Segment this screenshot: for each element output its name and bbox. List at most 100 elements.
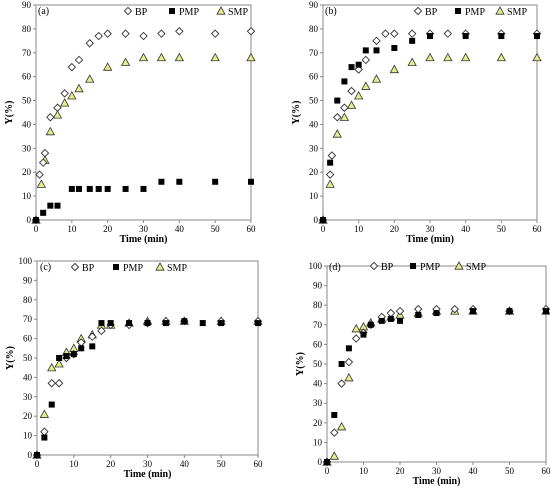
series-smp xyxy=(322,306,550,466)
legend-label-bp: BP xyxy=(425,7,438,18)
legend-marker-pmp xyxy=(169,8,175,14)
legend-label-smp: SMP xyxy=(167,263,187,274)
data-point-bp xyxy=(351,334,361,343)
data-point-bp xyxy=(53,103,62,112)
data-point-smp xyxy=(460,52,471,62)
data-point-smp xyxy=(329,451,339,460)
data-point-bp xyxy=(330,428,339,437)
data-point-pmp xyxy=(40,209,47,216)
y-tick-label: 100 xyxy=(19,256,33,266)
data-point-smp xyxy=(496,52,507,62)
data-point-pmp xyxy=(68,185,75,192)
data-point-pmp xyxy=(140,185,147,192)
y-tick-label: 60 xyxy=(309,72,319,82)
data-point-pmp xyxy=(212,178,219,185)
data-point-bp xyxy=(38,158,48,167)
data-point-bp xyxy=(325,170,335,179)
y-axis-title: Y(%) xyxy=(5,346,16,370)
y-tick-label: 70 xyxy=(313,320,323,330)
data-point-bp xyxy=(414,304,423,314)
series-pmp xyxy=(33,178,254,223)
y-tick-label: 90 xyxy=(309,0,319,10)
data-point-smp xyxy=(67,90,77,100)
data-point-smp xyxy=(425,52,435,62)
panel-label: (b) xyxy=(325,6,337,17)
data-point-pmp xyxy=(63,353,70,360)
data-point-bp xyxy=(47,378,56,388)
data-point-bp xyxy=(60,89,69,98)
x-tick-label: 30 xyxy=(426,224,436,234)
data-point-bp xyxy=(372,36,381,46)
data-point-pmp xyxy=(48,401,55,408)
data-point-pmp xyxy=(498,33,505,40)
data-point-bp xyxy=(54,378,64,388)
legend-label-smp: SMP xyxy=(507,7,527,18)
x-tick-label: 40 xyxy=(461,224,471,234)
data-point-bp xyxy=(340,103,349,112)
data-point-smp xyxy=(36,179,47,188)
data-point-bp xyxy=(121,29,130,38)
y-tick-label: 10 xyxy=(23,431,33,441)
data-point-bp xyxy=(85,38,94,48)
x-tick-label: 40 xyxy=(180,459,190,469)
data-point-pmp xyxy=(427,33,433,40)
data-point-pmp xyxy=(54,202,61,209)
y-tick-label: 60 xyxy=(23,334,33,344)
y-tick-label: 40 xyxy=(309,119,319,129)
y-tick-label: 80 xyxy=(23,295,33,305)
y-tick-label: 80 xyxy=(313,300,323,310)
chart-panel-4: 0 10 20 30 40 50 60 70 80 90 100 0 10 20 30 40 50 60 Time … xyxy=(295,261,550,487)
y-tick-label: 60 xyxy=(22,72,32,82)
y-tick-label: 90 xyxy=(22,0,32,10)
y-axis-title: Y(%) xyxy=(295,352,306,376)
data-point-pmp xyxy=(506,308,513,315)
data-point-bp xyxy=(347,86,356,96)
data-point-bp xyxy=(103,29,112,38)
data-point-smp xyxy=(120,57,131,66)
data-point-smp xyxy=(102,62,113,71)
y-tick-label: 50 xyxy=(22,96,32,106)
y-tick-label: 80 xyxy=(309,24,319,34)
data-point-smp xyxy=(407,57,417,66)
x-tick-label: 20 xyxy=(390,224,400,234)
legend-marker-bp xyxy=(70,262,80,272)
legend-marker-smp xyxy=(495,6,505,15)
y-tick-label: 70 xyxy=(309,48,319,58)
data-point-pmp xyxy=(158,178,165,185)
x-axis-title: Time (min) xyxy=(413,476,461,487)
data-point-bp xyxy=(157,29,166,38)
data-point-smp xyxy=(532,52,542,62)
y-tick-label: 0 xyxy=(314,215,319,225)
data-point-smp xyxy=(361,81,371,90)
data-point-smp xyxy=(210,52,220,62)
data-point-bp xyxy=(40,148,50,158)
data-point-smp xyxy=(54,358,64,368)
x-tick-label: 10 xyxy=(69,459,79,469)
data-point-bp xyxy=(361,55,371,65)
legend-marker-bp xyxy=(413,6,423,16)
y-tick-label: 20 xyxy=(309,167,319,177)
data-point-smp xyxy=(371,74,382,83)
data-point-pmp xyxy=(248,178,254,185)
data-point-bp xyxy=(246,27,256,36)
data-point-pmp xyxy=(78,345,85,352)
data-point-pmp xyxy=(33,217,39,223)
panel-label: (a) xyxy=(38,6,49,17)
data-point-bp xyxy=(67,62,77,72)
legend-marker-bp xyxy=(123,6,133,16)
y-tick-label: 20 xyxy=(313,418,323,428)
series-smp xyxy=(31,52,256,224)
x-tick-label: 60 xyxy=(247,224,257,234)
data-point-bp xyxy=(407,29,417,38)
data-point-bp xyxy=(354,65,363,74)
series-pmp xyxy=(324,308,549,465)
x-tick-label: 40 xyxy=(469,466,479,476)
x-tick-label: 50 xyxy=(505,466,515,476)
data-point-smp xyxy=(52,110,63,119)
data-point-pmp xyxy=(378,317,385,324)
data-point-smp xyxy=(47,362,57,372)
y-axis-title: Y(%) xyxy=(4,101,15,125)
y-tick-label: 50 xyxy=(313,359,323,369)
legend-marker-pmp xyxy=(410,263,416,269)
